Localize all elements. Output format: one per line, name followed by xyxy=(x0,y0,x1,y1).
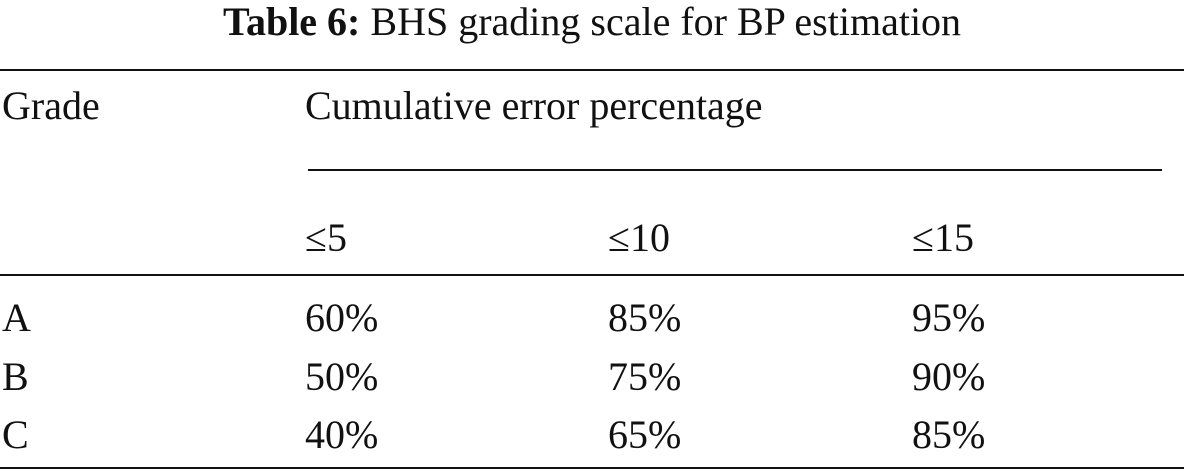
value-cell: 40% xyxy=(305,412,379,457)
bottom-rule xyxy=(0,467,1184,469)
subheader-cell: ≤5 xyxy=(305,215,347,260)
value-cell: 95% xyxy=(912,295,986,340)
value-cell: 85% xyxy=(912,412,986,457)
caption-text: BHS grading scale for BP estimation xyxy=(370,0,962,44)
value-cell: 75% xyxy=(608,354,682,399)
top-rule xyxy=(0,69,1184,71)
grade-cell: C xyxy=(2,412,29,457)
table-caption: Table 6: BHS grading scale for BP estimat… xyxy=(0,2,1184,42)
grade-cell: A xyxy=(2,295,31,340)
header-rule xyxy=(0,274,1184,276)
value-cell: 50% xyxy=(305,354,379,399)
value-cell: 60% xyxy=(305,295,379,340)
subheader-cell: ≤10 xyxy=(608,215,670,260)
grade-cell: B xyxy=(2,354,29,399)
header-group: Cumulative error percentage xyxy=(305,83,763,128)
header-cell: Grade xyxy=(2,83,100,128)
value-cell: 65% xyxy=(608,412,682,457)
value-cell: 85% xyxy=(608,295,682,340)
subheader-cell: ≤15 xyxy=(912,215,974,260)
caption-label: Table 6: xyxy=(222,0,361,44)
group-rule xyxy=(308,169,1162,171)
value-cell: 90% xyxy=(912,354,986,399)
